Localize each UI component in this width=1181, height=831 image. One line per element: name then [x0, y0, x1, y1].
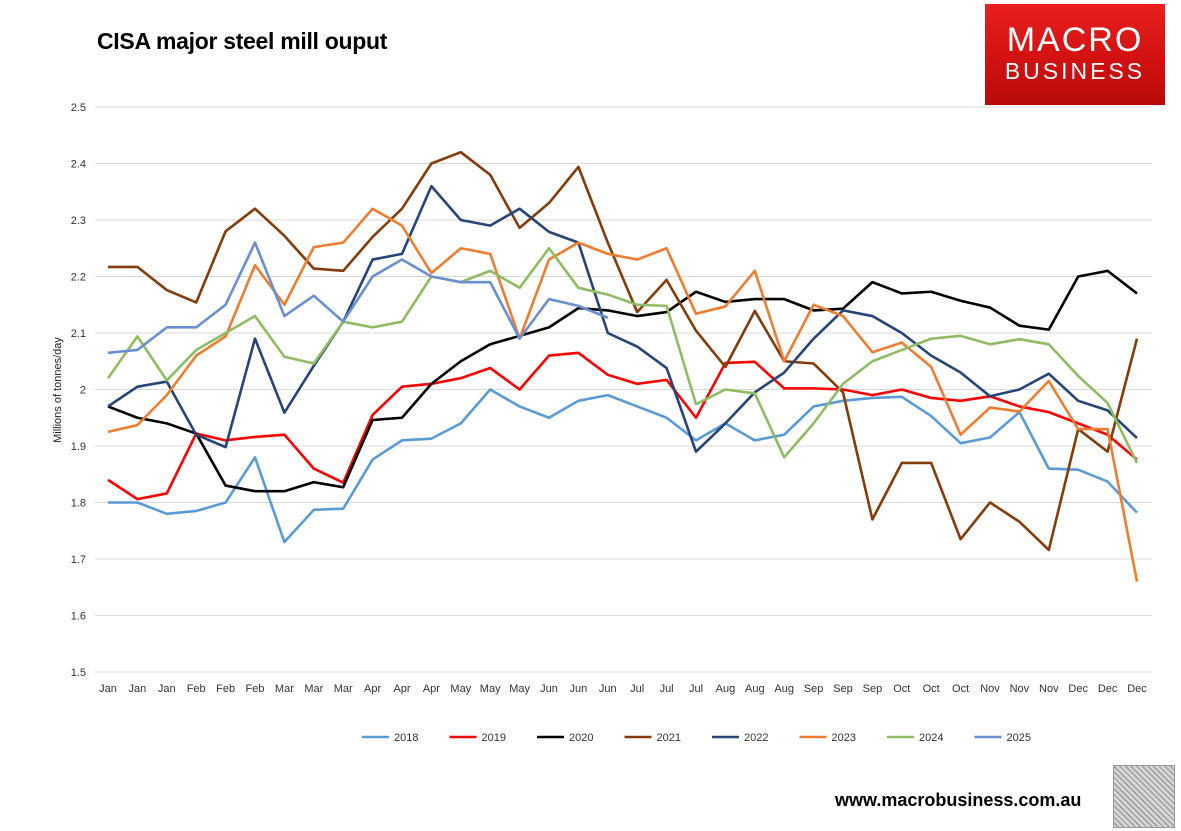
x-tick-label: May — [509, 683, 530, 695]
x-tick-label: Jul — [630, 683, 644, 695]
legend-label-2020: 2020 — [569, 732, 593, 744]
chart-title: CISA major steel mill ouput — [97, 28, 388, 54]
legend-label-2019: 2019 — [482, 732, 506, 744]
x-tick-label: Feb — [187, 683, 206, 695]
macrobusiness-logo: MACRO BUSINESS — [985, 4, 1165, 105]
x-tick-label: Jan — [129, 683, 147, 695]
y-tick-label: 2.3 — [71, 215, 86, 227]
x-tick-label: Feb — [246, 683, 265, 695]
x-tick-label: Mar — [334, 683, 353, 695]
x-tick-label: Nov — [1010, 683, 1030, 695]
x-tick-label: Jul — [689, 683, 703, 695]
legend-label-2022: 2022 — [744, 732, 768, 744]
x-tick-label: Sep — [863, 683, 883, 695]
series-line-2024 — [106, 246, 1139, 464]
y-tick-label: 2.5 — [71, 102, 86, 114]
x-tick-label: Jun — [570, 683, 588, 695]
x-tick-label: Oct — [952, 683, 969, 695]
legend-label-2024: 2024 — [919, 732, 943, 744]
series-line-2023 — [107, 207, 1139, 582]
x-tick-label: Sep — [833, 683, 853, 695]
x-tick-label: Mar — [304, 683, 323, 695]
logo-line2: BUSINESS — [1004, 58, 1146, 84]
y-tick-label: 1.8 — [71, 498, 86, 510]
x-tick-label: Apr — [393, 683, 410, 695]
x-tick-label: Jan — [99, 683, 117, 695]
x-tick-label: Mar — [275, 683, 294, 695]
x-tick-label: Nov — [1039, 683, 1059, 695]
legend-label-2021: 2021 — [657, 732, 681, 744]
x-tick-label: Jun — [540, 683, 558, 695]
y-tick-label: 1.7 — [71, 554, 86, 566]
series-line-2020 — [107, 269, 1138, 493]
legend-label-2018: 2018 — [394, 732, 418, 744]
website-url: www.macrobusiness.com.au — [835, 790, 1082, 810]
y-tick-label: 1.5 — [71, 667, 86, 679]
legend-label-2023: 2023 — [832, 732, 856, 744]
x-tick-label: Nov — [980, 683, 1000, 695]
logo-line1: MACRO — [1006, 21, 1144, 59]
y-tick-label: 2.4 — [71, 159, 86, 171]
x-tick-label: Aug — [716, 683, 736, 695]
series-line-2021 — [108, 150, 1139, 552]
y-tick-label: 2.1 — [71, 328, 86, 340]
x-tick-label: May — [480, 683, 501, 695]
y-axis-label: Millions of tonnes/day — [52, 337, 64, 443]
x-tick-label: Dec — [1098, 683, 1118, 695]
legend-label-2025: 2025 — [1007, 732, 1031, 744]
x-tick-label: Jul — [660, 683, 674, 695]
x-tick-label: Aug — [745, 683, 765, 695]
x-tick-label: Oct — [923, 683, 940, 695]
x-tick-label: Apr — [364, 683, 381, 695]
series-line-2019 — [107, 351, 1138, 501]
x-tick-label: Dec — [1127, 683, 1147, 695]
x-tick-label: Aug — [774, 683, 794, 695]
x-tick-label: Dec — [1068, 683, 1088, 695]
x-tick-label: Jun — [599, 683, 617, 695]
x-tick-label: Apr — [423, 683, 440, 695]
y-tick-label: 2.2 — [71, 272, 86, 284]
series-line-2018 — [108, 388, 1138, 544]
y-tick-label: 2 — [80, 385, 86, 397]
series-line-2022 — [107, 184, 1138, 453]
y-tick-label: 1.6 — [71, 611, 86, 623]
x-tick-label: Feb — [216, 683, 235, 695]
x-tick-label: Jan — [158, 683, 176, 695]
series-line-2025 — [107, 241, 609, 355]
x-tick-label: May — [450, 683, 471, 695]
wolf-logo-image — [1113, 765, 1175, 828]
x-tick-label: Sep — [804, 683, 824, 695]
y-tick-label: 1.9 — [71, 441, 86, 453]
x-tick-label: Oct — [893, 683, 910, 695]
